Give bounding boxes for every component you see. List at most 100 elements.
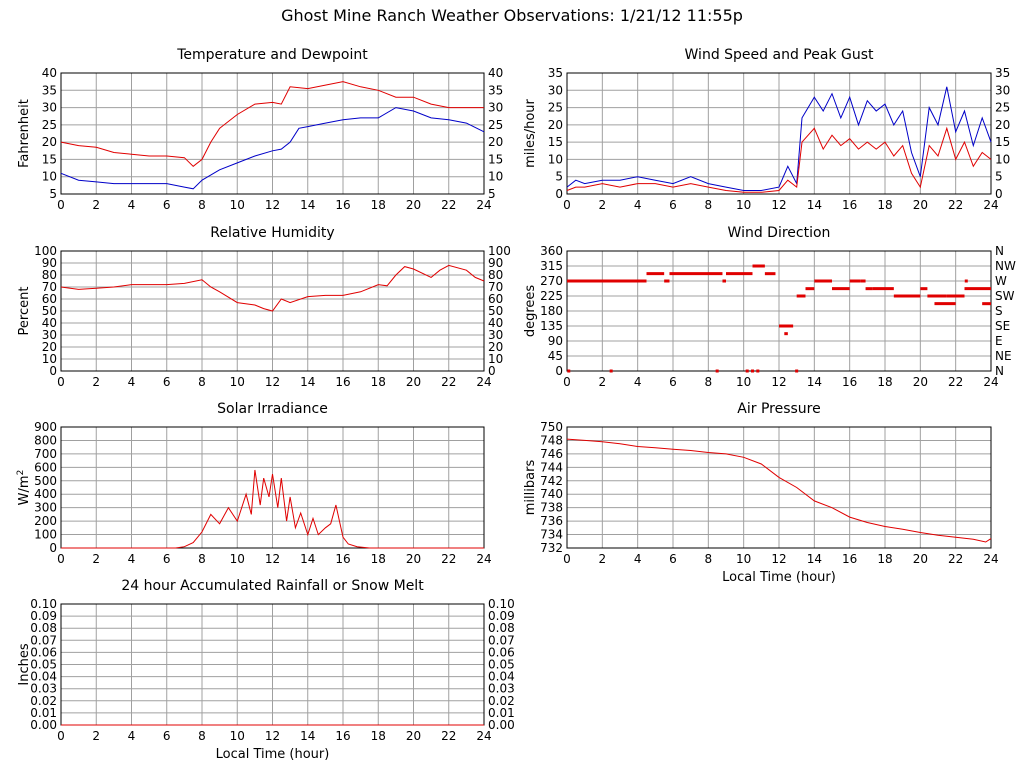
y-tick-label: 0.09	[30, 609, 57, 623]
y-tick-label: 738	[540, 501, 563, 515]
right-tick-label: 90	[488, 256, 503, 270]
y-tick-label: 800	[34, 433, 57, 447]
x-tick-label: 20	[406, 729, 421, 743]
x-tick-label: 8	[198, 729, 206, 743]
x-tick-label: 0	[57, 198, 65, 212]
y-tick-label: 80	[42, 268, 57, 282]
y-tick-label: 742	[540, 474, 563, 488]
x-tick-label: 12	[771, 375, 786, 389]
x-tick-label: 8	[198, 552, 206, 566]
right-tick-label: 0.09	[488, 609, 515, 623]
x-tick-label: 18	[371, 552, 386, 566]
right-tick-label: N	[995, 244, 1004, 258]
right-tick-label: 15	[488, 152, 503, 166]
x-tick-label: 2	[599, 375, 607, 389]
y-axis-label: millibars	[523, 460, 538, 516]
y-tick-label: 750	[540, 420, 563, 434]
right-tick-label: 10	[488, 170, 503, 184]
y-tick-label: 5	[49, 187, 57, 201]
x-tick-label: 24	[983, 375, 998, 389]
x-tick-label: 12	[265, 729, 280, 743]
y-tick-label: 748	[540, 433, 563, 447]
y-tick-label: 70	[42, 280, 57, 294]
right-tick-label: 70	[488, 280, 503, 294]
y-tick-label: 60	[42, 292, 57, 306]
y-tick-label: 0	[49, 541, 57, 555]
right-tick-label: NE	[995, 349, 1012, 363]
x-tick-label: 16	[335, 729, 350, 743]
x-tick-label: 0	[563, 552, 571, 566]
x-tick-label: 2	[599, 552, 607, 566]
y-tick-label: 0.08	[30, 621, 57, 635]
right-tick-label: 0.04	[488, 670, 515, 684]
x-tick-label: 24	[983, 552, 998, 566]
x-tick-label: 20	[406, 198, 421, 212]
series-line-0	[566, 86, 992, 191]
x-tick-label: 2	[92, 729, 100, 743]
x-tick-label: 0	[57, 375, 65, 389]
y-tick-label: 0.10	[30, 597, 57, 611]
x-tick-label: 12	[265, 375, 280, 389]
x-tick-label: 14	[300, 198, 315, 212]
y-tick-label: 90	[42, 256, 57, 270]
x-tick-label: 18	[371, 198, 386, 212]
y-tick-label: 746	[540, 447, 563, 461]
y-tick-label: 736	[540, 514, 563, 528]
x-tick-label: 4	[128, 729, 136, 743]
right-tick-label: 25	[995, 101, 1010, 115]
y-tick-label: 0.06	[30, 645, 57, 659]
direction-point	[795, 369, 799, 373]
right-tick-label: 0.01	[488, 706, 515, 720]
chart-humidity: 0 2 4 6 8 10 12 14 16 18 20 22 240102030405060708090…	[17, 225, 511, 389]
y-tick-label: 0	[49, 364, 57, 378]
y-tick-label: 20	[548, 118, 563, 132]
right-tick-label: 40	[488, 316, 503, 330]
y-tick-label: 732	[540, 541, 563, 555]
right-tick-label: 10	[995, 152, 1010, 166]
plot-frame	[566, 426, 992, 549]
chart-winddir: 0 2 4 6 8 10 12 14 16 18 20 22 240459013518022527031…	[523, 225, 1016, 389]
y-tick-label: 900	[34, 420, 57, 434]
x-tick-label: 22	[948, 198, 963, 212]
y-tick-label: 90	[548, 334, 563, 348]
right-tick-label: 80	[488, 268, 503, 282]
x-tick-label: 0	[57, 729, 65, 743]
x-tick-label: 2	[599, 198, 607, 212]
y-tick-label: 0	[555, 364, 563, 378]
direction-point	[715, 369, 719, 373]
y-tick-label: 600	[34, 460, 57, 474]
x-tick-label: 2	[92, 375, 100, 389]
x-tick-label: 0	[563, 198, 571, 212]
right-tick-label: 0.02	[488, 694, 515, 708]
x-tick-label: 8	[705, 198, 713, 212]
plot-frame	[566, 250, 992, 372]
direction-point	[756, 369, 760, 373]
series-line-1	[60, 107, 485, 190]
x-tick-label: 6	[163, 552, 171, 566]
right-tick-label: 0.06	[488, 645, 515, 659]
x-tick-label: 20	[913, 375, 928, 389]
y-tick-label: 135	[540, 319, 563, 333]
right-tick-label: E	[995, 334, 1003, 348]
x-tick-label: 10	[736, 198, 751, 212]
x-tick-label: 22	[441, 729, 456, 743]
x-tick-label: 24	[476, 375, 491, 389]
direction-point	[567, 369, 571, 373]
x-tick-label: 10	[230, 552, 245, 566]
x-tick-label: 20	[406, 375, 421, 389]
page-title: Ghost Mine Ranch Weather Observations: 1…	[281, 6, 743, 25]
y-tick-label: 25	[42, 118, 57, 132]
right-tick-label: SE	[995, 319, 1010, 333]
right-tick-label: SW	[995, 289, 1015, 303]
x-tick-label: 10	[736, 552, 751, 566]
y-tick-label: 0	[555, 187, 563, 201]
x-tick-label: 22	[441, 552, 456, 566]
x-tick-label: 6	[163, 375, 171, 389]
x-tick-label: 8	[705, 552, 713, 566]
right-tick-label: S	[995, 304, 1003, 318]
y-axis-label: W/m2	[16, 470, 32, 506]
y-tick-label: 15	[548, 135, 563, 149]
y-axis-label: Inches	[17, 643, 32, 685]
x-tick-label: 4	[128, 552, 136, 566]
chart-temp: 0 2 4 6 8 10 12 14 16 18 20 22 245101520253035405101…	[17, 47, 503, 212]
